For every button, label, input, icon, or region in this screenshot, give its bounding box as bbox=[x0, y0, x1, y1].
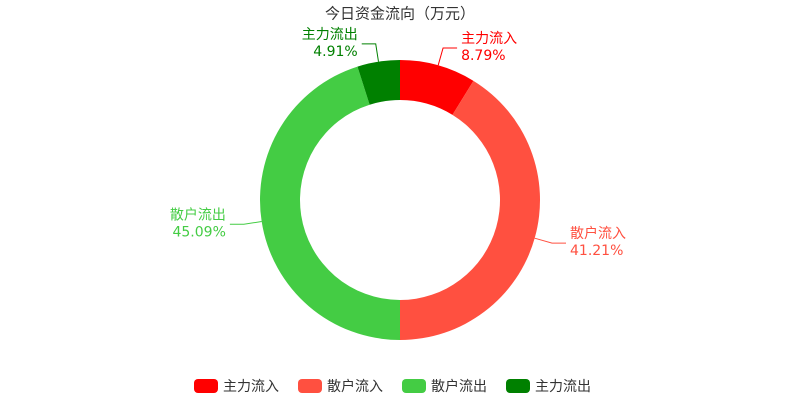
slice-name: 主力流出 bbox=[302, 27, 358, 43]
leader-line bbox=[229, 221, 262, 225]
legend-label: 主力流入 bbox=[223, 379, 279, 395]
slice-percent: 4.91% bbox=[313, 44, 357, 60]
leader-line bbox=[534, 237, 567, 244]
donut-slice bbox=[357, 60, 400, 105]
legend-swatch bbox=[506, 379, 530, 393]
donut-slice bbox=[400, 60, 474, 115]
legend-swatch bbox=[194, 379, 218, 393]
legend-swatch bbox=[298, 379, 322, 393]
legend-label: 散户流入 bbox=[327, 378, 383, 395]
slice-percent: 45.09% bbox=[172, 224, 225, 240]
slice-percent: 8.79% bbox=[461, 48, 505, 64]
slice-percent: 41.21% bbox=[570, 243, 623, 259]
slice-name: 散户流入 bbox=[570, 225, 626, 242]
legend-label: 主力流出 bbox=[535, 379, 591, 395]
slice-name: 散户流出 bbox=[170, 206, 226, 223]
donut-slice bbox=[400, 80, 540, 340]
leader-line bbox=[437, 47, 458, 66]
leader-line bbox=[361, 43, 379, 62]
legend-label: 散户流出 bbox=[431, 378, 487, 395]
slice-name: 主力流入 bbox=[461, 31, 517, 47]
donut-slice bbox=[260, 66, 400, 341]
legend-swatch bbox=[402, 379, 426, 393]
chart-title: 今日资金流向（万元） bbox=[325, 5, 475, 23]
